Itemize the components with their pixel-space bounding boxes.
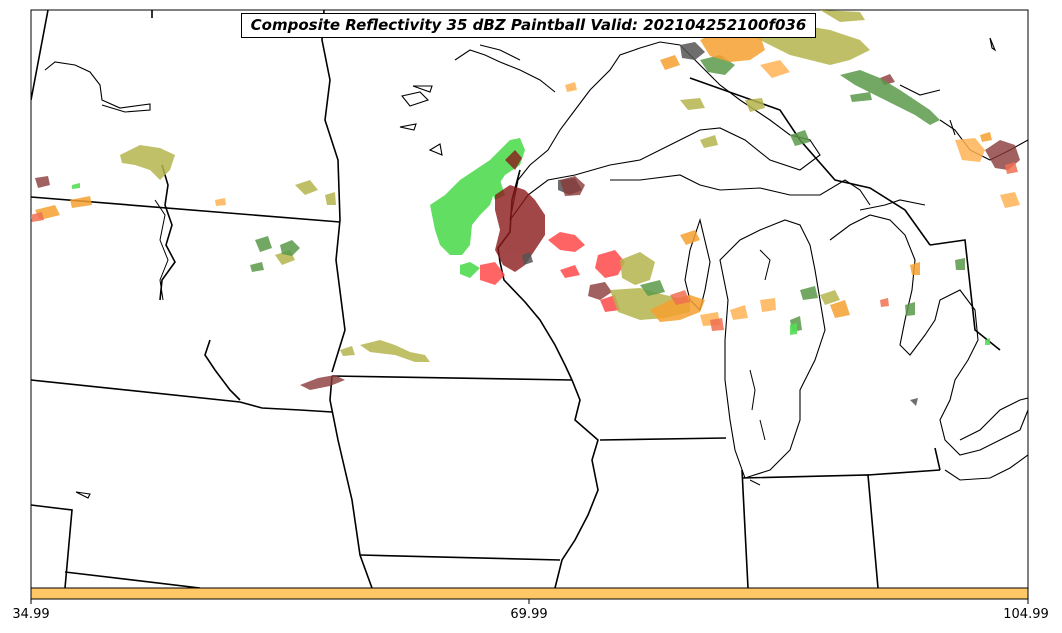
colorbar (30, 587, 1029, 600)
blob-darkred-st-croix (495, 150, 545, 272)
state-borders (31, 10, 1001, 588)
river-lines (154, 199, 771, 486)
blob-red-wisconsin (480, 232, 625, 312)
colorbar-tick-label-mid: 69.99 (510, 607, 548, 622)
colorbar-tick-label-max: 104.99 (1003, 607, 1049, 622)
blob-tiny-green (72, 183, 990, 345)
blob-salmon (31, 162, 1018, 331)
map-frame (30, 9, 1029, 589)
blob-darkgreen (250, 55, 965, 332)
blob-maroon (35, 74, 1020, 390)
colorbar-tick-label-min: 34.99 (12, 607, 50, 622)
map-title: Composite Reflectivity 35 dBZ Paintball … (241, 13, 816, 38)
blob-orange (35, 28, 992, 322)
